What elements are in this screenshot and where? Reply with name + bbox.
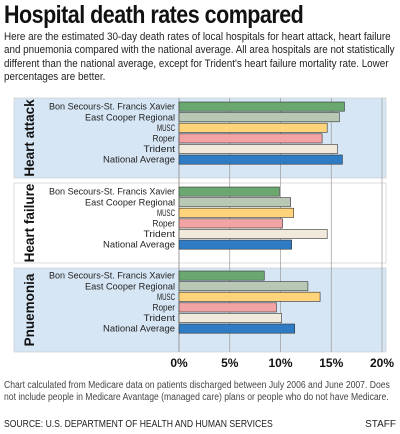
category-label: National Average (103, 324, 175, 335)
source-line: SOURCE: U.S. DEPARTMENT OF HEALTH AND HU… (4, 419, 273, 430)
category-label: MUSC (157, 123, 175, 134)
bar-heart-attack-4 (178, 144, 338, 154)
x-tick-label: 20% (370, 356, 394, 370)
category-label: East Cooper Regional (85, 281, 175, 292)
bar-heart-failure-0 (178, 186, 280, 197)
category-label: Trident (144, 144, 176, 155)
category-label: Roper (153, 134, 176, 145)
x-tick-label: 5% (221, 356, 239, 370)
bar-heart-attack-0 (178, 101, 345, 112)
category-label: Trident (144, 229, 176, 240)
chart-subtitle: Here are the estimated 30-day death rate… (4, 31, 395, 84)
group-label-pnuemonia: Pnuemonia (22, 273, 37, 346)
category-label: MUSC (157, 208, 175, 219)
chart-title: Hospital death rates compared (4, 1, 304, 29)
bar-heart-failure-1 (178, 197, 291, 208)
bar-heart-failure-3 (178, 218, 283, 229)
bar-heart-attack-2 (178, 122, 328, 133)
bar-heart-failure-2 (178, 207, 294, 218)
bar-heart-attack-1 (178, 112, 340, 123)
chart-note: Chart calculated from Medicare data on p… (4, 380, 390, 403)
bar-pnuemonia-1 (178, 281, 309, 292)
category-label: East Cooper Regional (85, 112, 175, 123)
category-label: Bon Secours-St. Francis Xavier (49, 271, 176, 282)
category-label: National Average (103, 155, 175, 166)
bar-pnuemonia-5 (178, 323, 296, 334)
bar-chart: Heart attack Heart failure Pnuemonia Bon Se… (13, 97, 394, 370)
credit-label: STAFF (365, 419, 396, 430)
bar-heart-attack-5 (178, 154, 343, 165)
category-label: East Cooper Regional (85, 197, 175, 208)
x-tick-label: 15% (319, 356, 343, 370)
x-tick-label: 10% (268, 356, 292, 370)
category-label: MUSC (157, 292, 175, 303)
bar-heart-attack-3 (178, 133, 323, 144)
group-label-heart-failure: Heart failure (22, 183, 37, 262)
bar-pnuemonia-4 (178, 313, 282, 323)
category-label: Trident (144, 313, 176, 324)
bar-pnuemonia-3 (178, 302, 277, 313)
category-label: Roper (153, 219, 176, 230)
x-tick-label: 0% (170, 356, 188, 370)
category-label: Roper (153, 303, 176, 314)
category-label: Bon Secours-St. Francis Xavier (49, 187, 176, 198)
group-label-heart-attack: Heart attack (22, 99, 37, 177)
bar-pnuemonia-0 (178, 270, 265, 281)
bar-heart-failure-5 (178, 239, 292, 250)
bar-pnuemonia-2 (178, 291, 321, 302)
category-label: Bon Secours-St. Francis Xavier (49, 102, 176, 113)
category-label: National Average (103, 240, 175, 251)
bar-heart-failure-4 (178, 229, 328, 239)
